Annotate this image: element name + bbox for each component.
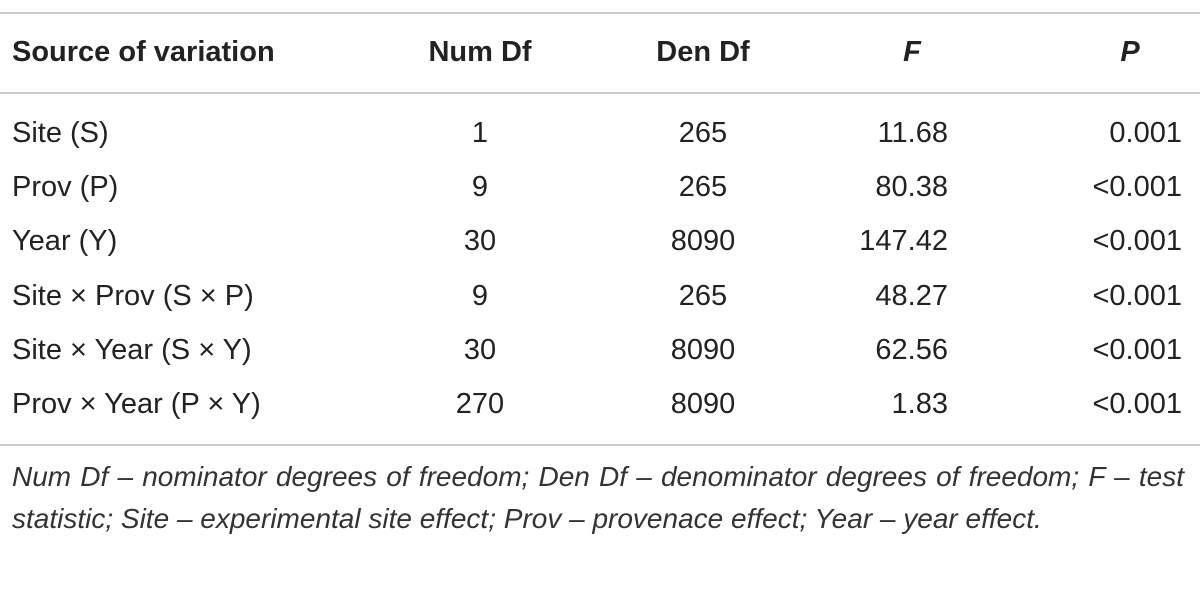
- header-cell: F: [903, 36, 921, 68]
- table-cell: <0.001: [1092, 225, 1182, 258]
- header-rule: [0, 92, 1200, 94]
- table-cell: 147.42: [859, 225, 948, 258]
- table-cell: 8090: [670, 388, 736, 420]
- table-cell: 62.56: [875, 333, 948, 366]
- table-cell: 0.001: [1109, 117, 1182, 149]
- table-cell: <0.001: [1092, 279, 1182, 312]
- table-cell: <0.001: [1092, 171, 1182, 204]
- table-cell: Site (S): [12, 117, 109, 149]
- table-cell: 8090: [670, 333, 736, 366]
- table-cell: 1.83: [891, 388, 948, 420]
- table-cell: Year (Y): [12, 225, 118, 258]
- table-cell: Site × Prov (S × P): [12, 279, 254, 312]
- bottom-rule: [0, 444, 1200, 446]
- table-cell: 9: [471, 171, 489, 204]
- footnote: Num Df – nominator degrees of freedom; D…: [12, 461, 1184, 534]
- table-cell: 9: [471, 279, 489, 312]
- table-cell: 270: [455, 388, 505, 420]
- table-cell: 30: [463, 225, 497, 258]
- table-cell: 11.68: [877, 117, 948, 149]
- table-cell: 265: [678, 171, 728, 204]
- table-cell: Prov (P): [12, 171, 119, 204]
- table-cell: Site × Year (S × Y): [12, 333, 252, 366]
- header-cell: Num Df: [428, 36, 532, 68]
- header-cell: P: [1120, 36, 1140, 68]
- table-cell: 48.27: [875, 279, 948, 312]
- header-cell: Den Df: [656, 36, 750, 68]
- table-cell: 80.38: [875, 171, 948, 204]
- table-cell: 265: [678, 279, 728, 312]
- table-cell: Prov × Year (P × Y): [12, 388, 261, 420]
- table-cell: 8090: [670, 225, 736, 258]
- table-cell: <0.001: [1092, 333, 1182, 366]
- top-rule: [0, 12, 1200, 14]
- table-cell: 265: [678, 117, 728, 149]
- table-cell: 1: [471, 117, 489, 149]
- table-cell: <0.001: [1092, 388, 1182, 420]
- table-cell: 30: [463, 333, 497, 366]
- header-cell: Source of variation: [12, 36, 275, 68]
